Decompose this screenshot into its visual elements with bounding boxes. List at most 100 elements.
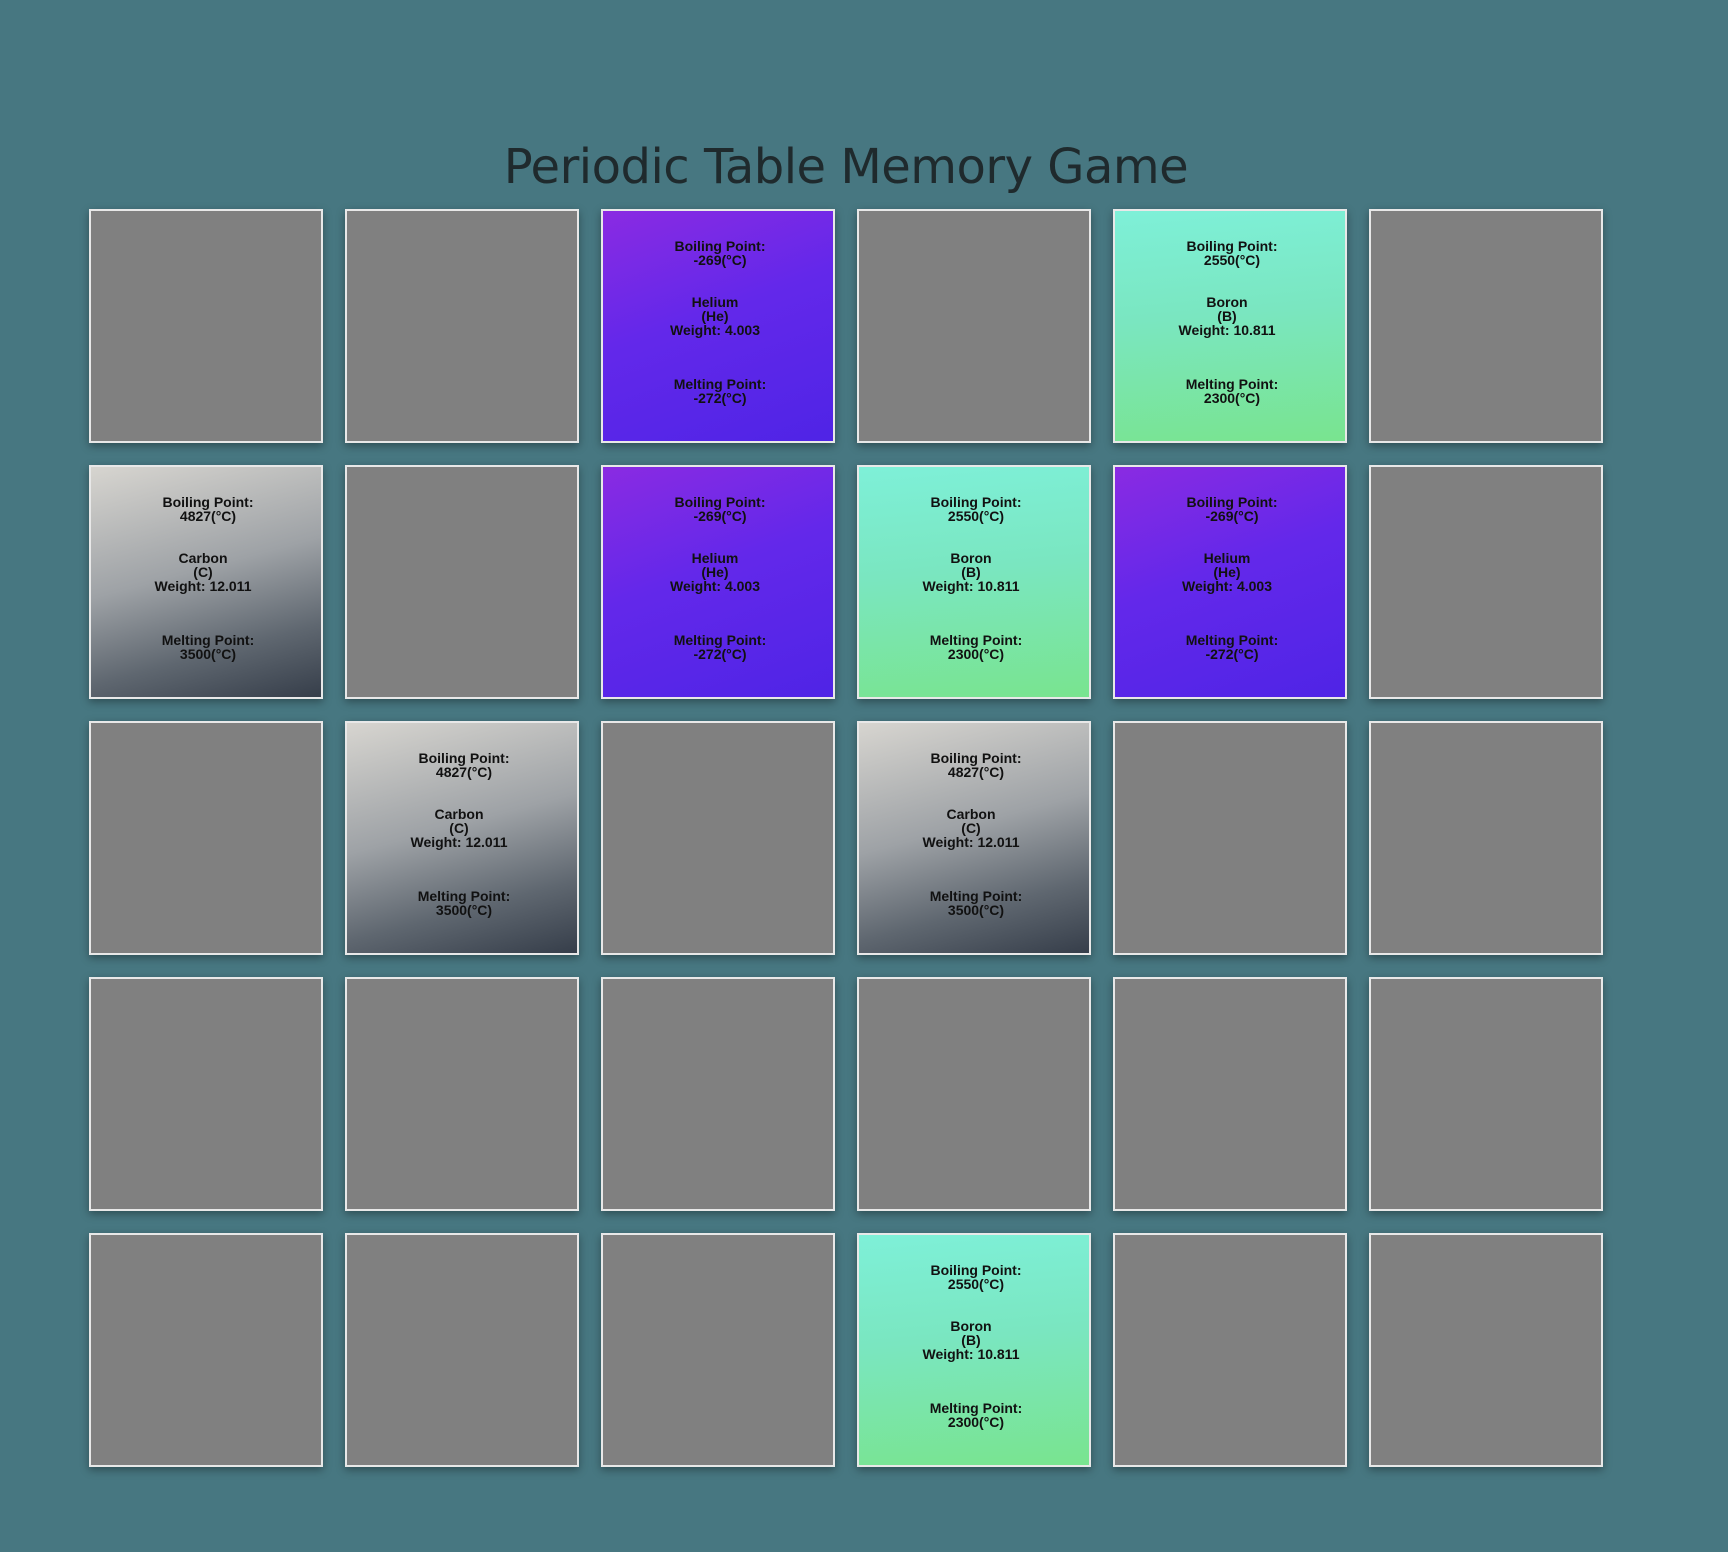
element-weight: Weight: 12.011 [410,834,508,850]
element-symbol: (He) [701,564,729,580]
card-face-down[interactable] [601,1233,835,1467]
boiling-point: Boiling Point: 4827(°C) [859,751,1089,779]
melting-point: Melting Point: 2300(°C) [1115,377,1345,405]
element-info: Boron (B) Weight: 10.811 [859,1319,1089,1361]
boiling-point-label: Boiling Point: [674,494,766,510]
melting-point: Melting Point: 3500(°C) [859,889,1089,917]
boiling-point-value: 4827(°C) [947,764,1005,780]
card-carbon[interactable]: Boiling Point: 4827(°C) Carbon (C) Weight: 1… [345,721,579,955]
card-face: Boiling Point: 4827(°C) Carbon (C) Weight: 1… [859,723,1089,953]
melting-point-label: Melting Point: [1185,376,1279,392]
card-helium[interactable]: Boiling Point: -269(°C) Helium (He) Weight: … [601,465,835,699]
melting-point: Melting Point: -272(°C) [603,377,833,405]
element-symbol: (C) [449,820,469,836]
card-face: Boiling Point: 2550(°C) Boron (B) Weight: 10… [859,467,1089,697]
boiling-point-label: Boiling Point: [674,238,766,254]
card-face-down[interactable] [1369,721,1603,955]
boiling-point: Boiling Point: -269(°C) [603,495,833,523]
element-info: Helium (He) Weight: 4.003 [1115,551,1345,593]
card-face: Boiling Point: 2550(°C) Boron (B) Weight: 10… [1115,211,1345,441]
melting-point-value: -272(°C) [1205,646,1259,662]
melting-point-value: 2300(°C) [1203,390,1261,406]
game-board: Boiling Point: -269(°C) Helium (He) Weight: … [89,209,1603,1467]
melting-point-label: Melting Point: [161,632,255,648]
element-name: Boron [950,550,992,566]
card-face-down[interactable] [345,465,579,699]
card-face-down[interactable] [857,209,1091,443]
element-name: Carbon [434,806,484,822]
boiling-point: Boiling Point: 4827(°C) [347,751,577,779]
boiling-point-label: Boiling Point: [162,494,254,510]
card-face-down[interactable] [345,209,579,443]
card-face-down[interactable] [1113,1233,1347,1467]
boiling-point-label: Boiling Point: [930,494,1022,510]
card-face-down[interactable] [1369,1233,1603,1467]
boiling-point: Boiling Point: 2550(°C) [859,1263,1089,1291]
boiling-point-label: Boiling Point: [1186,494,1278,510]
melting-point: Melting Point: 2300(°C) [859,633,1089,661]
element-name: Helium [1203,550,1251,566]
card-face-down[interactable] [1369,465,1603,699]
card-face-down[interactable] [89,209,323,443]
card-face-down[interactable] [89,977,323,1211]
melting-point-value: -272(°C) [693,390,747,406]
card-face: Boiling Point: -269(°C) Helium (He) Weight: … [603,467,833,697]
card-helium[interactable]: Boiling Point: -269(°C) Helium (He) Weight: … [601,209,835,443]
element-name: Helium [691,550,739,566]
card-boron[interactable]: Boiling Point: 2550(°C) Boron (B) Weight: 10… [1113,209,1347,443]
boiling-point-label: Boiling Point: [1186,238,1278,254]
card-carbon[interactable]: Boiling Point: 4827(°C) Carbon (C) Weight: 1… [89,465,323,699]
card-face-down[interactable] [89,721,323,955]
card-face: Boiling Point: 2550(°C) Boron (B) Weight: 10… [859,1235,1089,1465]
melting-point-label: Melting Point: [673,376,767,392]
element-weight: Weight: 4.003 [670,578,760,594]
element-info: Helium (He) Weight: 4.003 [603,295,833,337]
boiling-point-value: 2550(°C) [1203,252,1261,268]
card-face: Boiling Point: -269(°C) Helium (He) Weight: … [1115,467,1345,697]
element-info: Boron (B) Weight: 10.811 [859,551,1089,593]
card-face-down[interactable] [1369,209,1603,443]
element-symbol: (C) [961,820,981,836]
element-symbol: (He) [701,308,729,324]
element-weight: Weight: 12.011 [922,834,1020,850]
element-weight: Weight: 10.811 [922,1346,1020,1362]
boiling-point-value: 2550(°C) [947,508,1005,524]
card-face-down[interactable] [1369,977,1603,1211]
element-name: Carbon [178,550,228,566]
card-face-down[interactable] [601,721,835,955]
card-boron[interactable]: Boiling Point: 2550(°C) Boron (B) Weight: 10… [857,465,1091,699]
boiling-point-label: Boiling Point: [418,750,510,766]
melting-point-value: 3500(°C) [947,902,1005,918]
melting-point: Melting Point: 3500(°C) [91,633,321,661]
melting-point: Melting Point: 2300(°C) [859,1401,1089,1429]
card-face-down[interactable] [345,1233,579,1467]
melting-point-value: 3500(°C) [435,902,493,918]
card-boron[interactable]: Boiling Point: 2550(°C) Boron (B) Weight: 10… [857,1233,1091,1467]
melting-point-label: Melting Point: [929,888,1023,904]
element-info: Boron (B) Weight: 10.811 [1115,295,1345,337]
melting-point-label: Melting Point: [417,888,511,904]
element-symbol: (He) [1213,564,1241,580]
element-name: Boron [1206,294,1248,310]
boiling-point-label: Boiling Point: [930,1262,1022,1278]
boiling-point-value: 2550(°C) [947,1276,1005,1292]
card-face-down[interactable] [1113,721,1347,955]
card-face-down[interactable] [601,977,835,1211]
card-carbon[interactable]: Boiling Point: 4827(°C) Carbon (C) Weight: 1… [857,721,1091,955]
boiling-point: Boiling Point: 2550(°C) [859,495,1089,523]
card-face-down[interactable] [1113,977,1347,1211]
melting-point-value: 3500(°C) [179,646,237,662]
card-face-down[interactable] [89,1233,323,1467]
element-info: Carbon (C) Weight: 12.011 [347,807,577,849]
card-face-down[interactable] [345,977,579,1211]
card-face: Boiling Point: 4827(°C) Carbon (C) Weight: 1… [347,723,577,953]
card-face-down[interactable] [857,977,1091,1211]
element-weight: Weight: 4.003 [670,322,760,338]
element-weight: Weight: 10.811 [922,578,1020,594]
melting-point: Melting Point: 3500(°C) [347,889,577,917]
boiling-point: Boiling Point: 2550(°C) [1115,239,1345,267]
boiling-point: Boiling Point: -269(°C) [603,239,833,267]
card-helium[interactable]: Boiling Point: -269(°C) Helium (He) Weight: … [1113,465,1347,699]
boiling-point-value: -269(°C) [1205,508,1259,524]
element-symbol: (B) [961,1332,981,1348]
